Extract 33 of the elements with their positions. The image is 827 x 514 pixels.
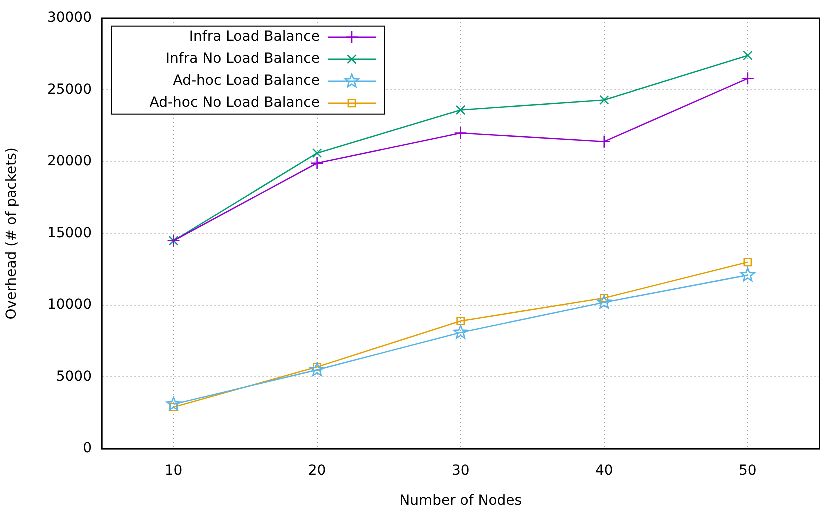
point <box>740 268 756 282</box>
point <box>312 148 322 158</box>
y-tick-label: 10000 <box>47 297 92 314</box>
x-tick-label: 30 <box>452 463 470 480</box>
x-axis-title: Number of Nodes <box>400 493 522 510</box>
point <box>310 156 324 170</box>
point <box>166 396 182 411</box>
y-tick-label: 20000 <box>47 154 92 170</box>
x-tick-label: 40 <box>595 463 614 480</box>
y-axis-title: Overhead (# of packets) <box>4 148 20 320</box>
point <box>743 50 753 61</box>
point <box>310 362 325 376</box>
legend-label: Ad-hoc Load Balance <box>173 73 320 90</box>
point <box>597 294 612 309</box>
point <box>454 325 468 340</box>
legend-label: Ad-hoc No Load Balance <box>150 95 320 112</box>
y-tick-label: 15000 <box>47 225 92 242</box>
point <box>456 317 466 326</box>
point <box>456 105 466 116</box>
y-tick-label: 5000 <box>56 368 92 385</box>
y-tick-label: 0 <box>83 440 92 457</box>
legend-label: Infra No Load Balance <box>166 51 320 68</box>
point <box>454 126 468 140</box>
point <box>600 95 610 106</box>
point <box>598 135 612 148</box>
x-tick-label: 20 <box>308 463 326 480</box>
point <box>741 72 755 86</box>
point <box>744 258 752 267</box>
y-tick-label: 25000 <box>47 82 92 98</box>
legend-label: Infra Load Balance <box>189 29 320 46</box>
x-tick-label: 50 <box>739 463 757 480</box>
y-tick-label: 30000 <box>47 10 92 26</box>
x-tick-label: 10 <box>164 463 183 480</box>
